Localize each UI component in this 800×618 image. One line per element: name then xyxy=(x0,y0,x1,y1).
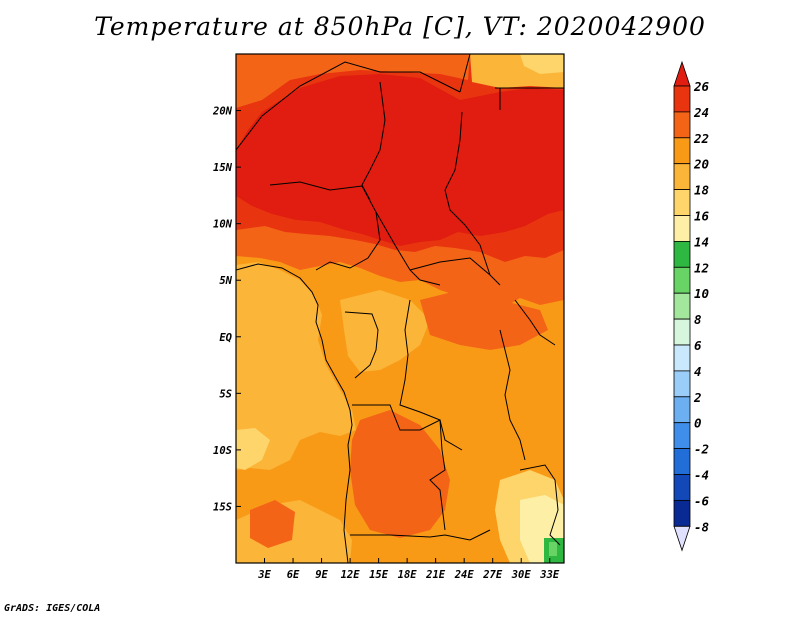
lon-tick-label: 9E xyxy=(315,569,328,581)
lat-tick-label: 10N xyxy=(213,219,233,231)
lon-tick-label: 18E xyxy=(398,569,418,581)
lat-tick-label: 15N xyxy=(213,162,233,174)
colorbar-label: 6 xyxy=(694,338,702,353)
lon-tick-label: 15E xyxy=(369,569,389,581)
colorbar-max-triangle xyxy=(673,60,691,87)
colorbar-swatch xyxy=(673,422,691,450)
lat-tick-label: 20N xyxy=(212,106,233,118)
map-boundaries xyxy=(236,54,564,563)
field-above-26-north xyxy=(236,74,564,246)
colorbar-swatch xyxy=(673,396,691,424)
colorbar-swatch xyxy=(673,474,691,501)
border-uganda-kenya xyxy=(514,299,556,346)
colorbar-label: 20 xyxy=(693,157,709,172)
field-cool-top xyxy=(236,54,470,108)
lon-tick-label: 33E xyxy=(539,569,560,581)
border-mozambique xyxy=(519,464,561,546)
colorbar-label: 18 xyxy=(694,183,709,198)
border-mali-niger xyxy=(236,61,461,151)
colorbar-swatch xyxy=(673,292,691,320)
field-18-20-west xyxy=(236,262,356,470)
colorbar-swatch xyxy=(673,163,691,190)
lon-tick-label: 30E xyxy=(511,569,532,581)
lon-tick-label: 3E xyxy=(257,569,271,581)
lon-tick-label: 24E xyxy=(454,569,475,581)
colorbar-label: 24 xyxy=(693,105,709,120)
border-car xyxy=(409,257,491,276)
map-frame xyxy=(235,53,565,564)
west-coastline xyxy=(236,263,353,563)
colorbar-label: 4 xyxy=(694,364,702,379)
chart-title: Temperature at 850hPa [C], VT: 202004290… xyxy=(94,12,706,41)
colorbar-label: 22 xyxy=(693,131,709,146)
colorbar-label: 26 xyxy=(693,79,710,94)
longitude-axis: 3E 6E 9E 12E 15E 18E 21E 24E 27E 30E 33E xyxy=(257,558,560,581)
colorbar-label: 8 xyxy=(694,312,702,327)
latitude-axis: 20N 15N 10N 5N EQ 5S 10S 15S xyxy=(212,106,241,513)
lat-tick-label: EQ xyxy=(219,332,232,344)
colorbar-label: 14 xyxy=(694,234,709,249)
border-drc xyxy=(399,299,463,451)
colorbar-swatch xyxy=(673,85,691,113)
colorbar-label: -2 xyxy=(694,442,709,457)
temperature-field xyxy=(236,54,564,563)
grads-credit: GrADS: IGES/COLA xyxy=(4,603,101,614)
lat-tick-label: 5N xyxy=(219,275,232,287)
colorbar-label: 12 xyxy=(694,260,709,275)
field-22-24-east xyxy=(420,290,548,350)
colorbar-swatch xyxy=(673,318,691,346)
lat-tick-label: 10S xyxy=(213,445,232,457)
field-22-24-south xyxy=(350,410,450,538)
colorbar-swatch xyxy=(673,266,691,294)
colorbar-min-triangle xyxy=(673,525,691,552)
colorbar-label: -6 xyxy=(694,493,710,508)
colorbar-label: -4 xyxy=(694,468,709,483)
field-22-24-sw xyxy=(250,500,295,548)
lat-tick-label: 5S xyxy=(219,388,232,400)
border-nigeria xyxy=(269,181,381,271)
colorbar-swatch xyxy=(673,215,691,242)
colorbar-swatch xyxy=(673,111,691,139)
colorbar-label: 0 xyxy=(694,416,702,431)
border-congo-rivers xyxy=(344,311,379,379)
lon-tick-label: 6E xyxy=(287,569,300,581)
colorbar-swatch xyxy=(673,189,691,216)
border-namibia xyxy=(350,529,491,541)
colorbar-swatch xyxy=(673,344,691,372)
colorbar-swatch xyxy=(673,499,691,527)
border-angola-zambia xyxy=(352,404,446,531)
field-16-18-sw xyxy=(236,428,270,470)
colorbar-swatch xyxy=(673,448,691,475)
colorbar-label: -8 xyxy=(694,519,709,534)
colorbar-swatch xyxy=(673,137,691,165)
lon-tick-label: 12E xyxy=(341,569,361,581)
colorbar-label: 10 xyxy=(694,286,709,301)
colorbar-swatch xyxy=(673,240,691,268)
colorbar-swatch xyxy=(673,370,691,398)
colorbar-label: 16 xyxy=(694,209,710,224)
field-light-top-ne xyxy=(520,54,564,74)
border-niger-libya xyxy=(459,54,471,93)
colorbar-label: 2 xyxy=(693,390,702,405)
border-chad-sudan xyxy=(444,111,501,286)
lon-tick-label: 21E xyxy=(425,569,446,581)
lon-tick-label: 27E xyxy=(482,569,503,581)
lat-tick-label: 15S xyxy=(213,501,232,513)
border-east-lakes xyxy=(499,329,526,461)
field-10-12-patch xyxy=(549,542,557,556)
